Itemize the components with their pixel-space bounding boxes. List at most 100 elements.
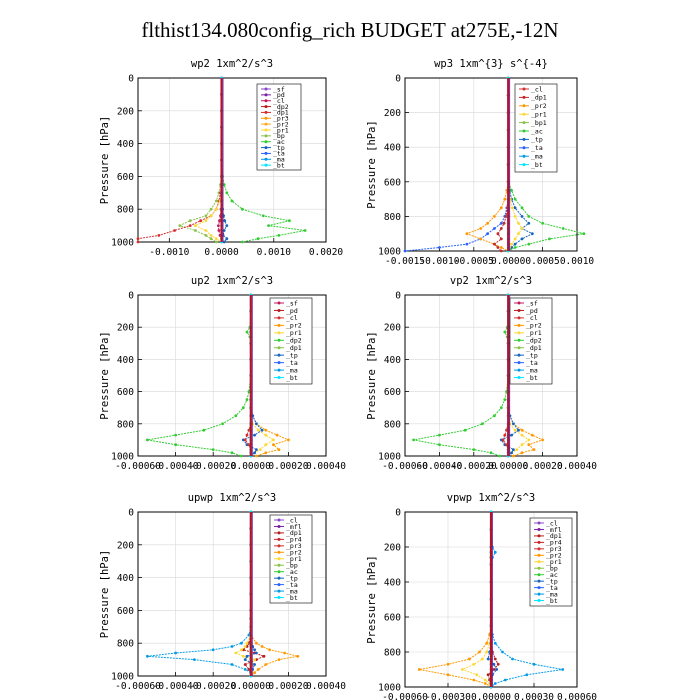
series-point	[481, 657, 484, 661]
series-point	[582, 232, 586, 236]
series-point	[223, 219, 227, 223]
series-point	[502, 221, 506, 225]
plot-frame	[404, 294, 578, 457]
legend-marker	[517, 338, 521, 342]
legend-marker	[264, 151, 268, 155]
legend: _sf_pd_cl_pr2_pr1_dp2_dp1_tp_ta_ma_bt	[509, 297, 553, 385]
x-tick-label: 0.0000	[491, 256, 526, 267]
x-tick-label: 0.00020	[523, 461, 563, 472]
legend-marker	[517, 376, 521, 380]
y-axis-label: Pressure [hPa]	[99, 550, 111, 639]
series-point	[438, 443, 441, 447]
series-point	[486, 221, 489, 225]
series-point	[303, 229, 307, 232]
legend-entry: _cl	[531, 85, 543, 93]
legend-marker	[522, 146, 526, 150]
series-point	[188, 219, 192, 223]
legend-marker	[517, 353, 521, 357]
series-point	[202, 428, 206, 432]
series-point	[230, 663, 234, 666]
legend-entry: _cl	[526, 314, 538, 322]
legend-marker	[537, 592, 541, 596]
series-point	[188, 224, 192, 228]
y-axis-label: Pressure [hPa]	[366, 120, 378, 209]
series-point	[520, 215, 524, 218]
series-point	[217, 224, 220, 228]
series-line-ta	[404, 78, 509, 252]
panel-5: upwp 1xm^2/s^3 Pressure [hPa] 0 200 400 600 80…	[99, 492, 346, 692]
legend-marker	[517, 316, 521, 320]
legend-marker	[517, 308, 521, 312]
series-point	[174, 443, 178, 447]
series-point	[255, 454, 258, 458]
legend-marker	[522, 121, 526, 125]
legend-entry: _ta	[546, 584, 558, 592]
legend-marker	[264, 134, 268, 138]
y-tick-label: 600	[384, 387, 401, 398]
x-tick-label: -0.00040	[153, 461, 199, 472]
series-point	[499, 249, 503, 253]
legend-entry: _dp1	[273, 109, 289, 117]
series-point	[520, 443, 524, 447]
legend-box	[256, 83, 302, 171]
series-point	[253, 663, 256, 666]
series-point	[512, 454, 515, 458]
series-point	[264, 663, 268, 666]
legend-marker	[537, 553, 541, 557]
series-point	[493, 242, 496, 246]
series-point	[486, 673, 490, 677]
series-point	[512, 448, 515, 451]
legend-entry: _cl	[273, 97, 285, 105]
series-point	[214, 207, 218, 211]
series-point	[520, 451, 524, 455]
y-axis-label: Pressure [hPa]	[99, 116, 111, 205]
series-point	[503, 678, 507, 682]
series-point	[275, 433, 279, 437]
series-point	[501, 650, 504, 654]
y-tick-label: 800	[384, 419, 401, 430]
legend-entry: _ma	[546, 590, 558, 598]
y-tick-label: 0	[128, 74, 134, 85]
series-point	[211, 648, 215, 652]
series-point	[446, 673, 450, 677]
series-point	[517, 232, 520, 236]
series-line-dp1	[493, 78, 509, 252]
series-point	[438, 433, 441, 437]
legend-marker	[537, 534, 541, 538]
legend-marker	[264, 128, 268, 132]
series-point	[527, 215, 531, 218]
series-point	[174, 433, 178, 437]
legend-entry: _sf	[273, 85, 285, 93]
series-point	[146, 654, 149, 658]
series-point	[173, 229, 177, 232]
series-point	[499, 406, 503, 410]
y-tick-label: 200	[384, 323, 401, 334]
series-line-dp2	[413, 295, 509, 457]
series-point	[513, 197, 517, 201]
x-tick-label: -0.0010	[149, 247, 189, 258]
legend-marker	[522, 95, 526, 99]
legend-entry: _dp1	[531, 94, 547, 102]
series-point	[510, 246, 513, 249]
series-point	[243, 668, 247, 671]
legend-entry: _tp	[546, 577, 558, 585]
y-tick-label: 400	[117, 139, 134, 150]
series-point	[241, 654, 245, 658]
series-point	[472, 448, 476, 451]
x-tick-label: -0.00060	[115, 681, 161, 692]
series-point	[209, 214, 213, 218]
series-point	[277, 658, 281, 661]
legend-marker	[522, 112, 526, 116]
legend-entry: _dp2	[286, 337, 302, 345]
legend-entry: _bp	[286, 562, 298, 570]
legend-marker	[522, 87, 526, 91]
series-point	[493, 641, 497, 645]
legend-entry: _ac	[546, 571, 558, 579]
legend-entry: _pr3	[546, 545, 562, 553]
series-point	[146, 438, 149, 442]
series-line-ma	[147, 512, 252, 676]
series-point	[520, 227, 524, 230]
legend-entry: _cl	[286, 516, 298, 524]
x-tick-label: 0.00040	[557, 461, 597, 472]
